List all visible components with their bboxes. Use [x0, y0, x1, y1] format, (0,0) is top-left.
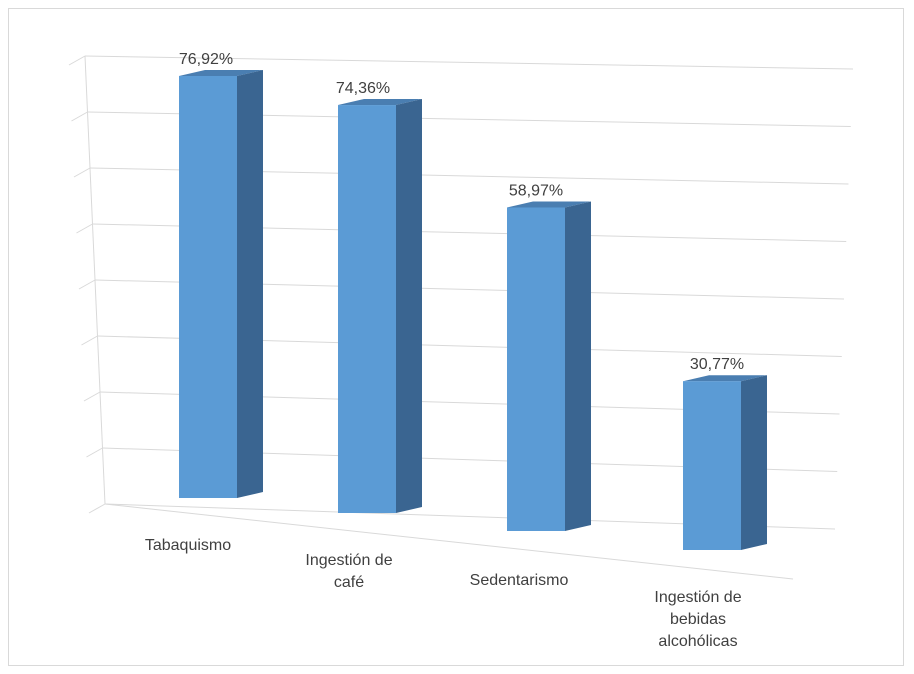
category-label: Tabaquismo [145, 537, 231, 554]
bar-front-face [338, 105, 396, 513]
category-labels: Tabaquismo Ingestión de café Sedentarismo In… [145, 537, 742, 650]
chart-frame: 76,92% 74,36% 58,97% 30,77% Tabaquismo Inges… [8, 8, 904, 666]
bar-side-face [237, 70, 263, 498]
back-wall-edge [84, 55, 106, 505]
bar-side-face [565, 201, 591, 531]
bar-front-face [179, 76, 237, 498]
bar-1 [179, 70, 263, 498]
gridline [84, 55, 854, 70]
gridline-stub [83, 391, 101, 402]
data-label: 30,77% [690, 356, 744, 373]
front-floor-line [104, 503, 794, 580]
gridline-stub [71, 111, 88, 122]
bar-side-face [396, 99, 422, 513]
bar-top-face [338, 99, 422, 106]
category-label: alcohólicas [658, 633, 737, 650]
data-label: 76,92% [179, 51, 233, 68]
bar-top-face [179, 70, 263, 76]
gridline-stub [78, 279, 96, 290]
category-label: Sedentarismo [470, 572, 569, 589]
data-labels: 76,92% 74,36% 58,97% 30,77% [179, 51, 744, 373]
category-label: Ingestión de [654, 589, 741, 606]
bar-side-face [741, 375, 767, 550]
gridline-stub [86, 447, 103, 458]
category-label: Ingestión de [305, 552, 392, 569]
bar-front-face [683, 381, 741, 550]
bar-top-face [507, 201, 591, 208]
bar-4 [683, 375, 767, 550]
gridline-stub [81, 335, 98, 346]
category-label: café [334, 574, 364, 591]
gridline-stub [73, 167, 91, 178]
bar-chart: 76,92% 74,36% 58,97% 30,77% Tabaquismo Inges… [68, 51, 854, 650]
bar-top-face [683, 375, 767, 382]
bar-front-face [507, 207, 565, 531]
bars [179, 70, 767, 550]
data-label: 58,97% [509, 182, 563, 199]
gridline-stub [88, 503, 106, 514]
gridline-stub [68, 55, 86, 66]
gridline-stub [76, 223, 93, 234]
bar-3 [507, 201, 591, 531]
data-label: 74,36% [336, 80, 390, 97]
category-label: bebidas [670, 611, 726, 628]
bar-2 [338, 99, 422, 513]
